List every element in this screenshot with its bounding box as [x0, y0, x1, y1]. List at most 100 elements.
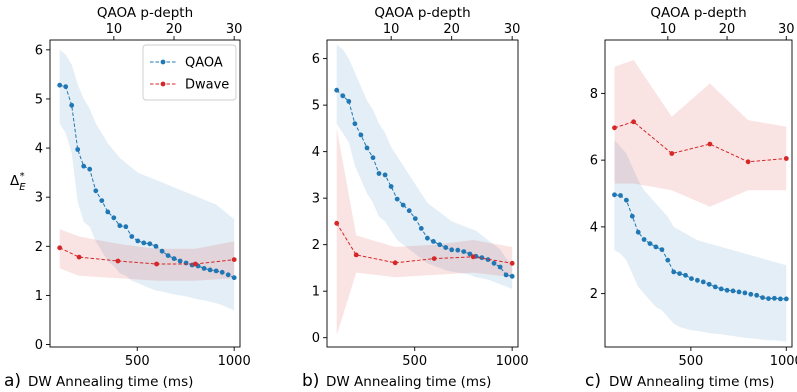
qaoa-point [635, 229, 641, 235]
dwave-point [431, 256, 437, 261]
qaoa-point [376, 171, 382, 176]
qaoa-point [364, 145, 370, 151]
qaoa-point [449, 247, 455, 253]
qaoa-point [742, 290, 748, 296]
qaoa-point [207, 267, 213, 273]
qaoa-point [225, 272, 231, 278]
qaoa-point [231, 275, 237, 281]
y-tick-label: 0 [312, 331, 320, 346]
qaoa-point [754, 292, 760, 298]
qaoa-point [736, 289, 742, 295]
x-tick-label: 1000 [218, 354, 251, 369]
dwave-line [614, 121, 787, 163]
y-tick-label: 5 [312, 99, 320, 114]
qaoa-point [689, 276, 694, 281]
qaoa-point [340, 93, 346, 99]
dwave-point [57, 245, 63, 251]
qaoa-point [183, 260, 189, 266]
qaoa-point [783, 296, 789, 302]
panel-a: 500 1000 10 20 30 0 1 2 3 4 5 6 QAOA p-depth a) DW Ann… [4, 5, 251, 391]
qaoa-point [63, 84, 69, 90]
axes-frame [49, 39, 241, 348]
y-tick-label: 6 [312, 52, 320, 67]
plot-area [57, 49, 237, 311]
qaoa-point [766, 296, 771, 301]
dwave-point [353, 252, 359, 258]
y-tick-label: 4 [312, 145, 320, 160]
qaoa-band [336, 44, 513, 289]
dwave-point [707, 141, 713, 147]
qaoa-point [412, 216, 418, 222]
qaoa-point [695, 277, 700, 283]
qaoa-point [467, 251, 473, 257]
y-tick-label: 4 [35, 142, 43, 157]
y-tick-label: 4 [590, 220, 598, 235]
qaoa-point [111, 215, 117, 221]
qaoa-point [147, 241, 153, 247]
x2-tick-label: 30 [778, 22, 795, 37]
y-tick-label: 2 [590, 287, 598, 302]
qaoa-point [165, 253, 171, 258]
dwave-line [336, 223, 513, 264]
y-tick-label: 2 [312, 238, 320, 253]
qaoa-point [93, 188, 99, 194]
x-axis-title: DW Annealing time (ms) [326, 374, 491, 390]
qaoa-point [213, 268, 219, 274]
qaoa-point [772, 295, 777, 301]
qaoa-point [647, 241, 653, 247]
qaoa-point [485, 257, 491, 262]
plot-area [334, 44, 515, 336]
qaoa-point [129, 234, 135, 239]
dwave-point [392, 260, 398, 266]
x2-tick-label: 20 [166, 22, 183, 37]
axes-frame [604, 39, 793, 348]
qaoa-point [497, 264, 503, 270]
dwave-line [59, 247, 235, 265]
plot-area [612, 60, 789, 342]
qaoa-point [418, 226, 424, 231]
qaoa-point [748, 291, 754, 297]
axes-frame [326, 39, 519, 348]
x2-tick-label: 10 [660, 22, 677, 37]
qaoa-point [352, 121, 358, 127]
dwave-point [334, 220, 340, 226]
qaoa-point [629, 213, 635, 219]
qaoa-point [117, 223, 123, 229]
qaoa-point [443, 245, 449, 250]
qaoa-point [382, 172, 388, 178]
qaoa-point [718, 286, 724, 292]
qaoa-point [624, 197, 629, 203]
dwave-point [154, 261, 160, 267]
qaoa-point [75, 147, 81, 152]
qaoa-point [778, 296, 783, 302]
qaoa-point [334, 87, 340, 93]
qaoa-point [57, 82, 63, 88]
y-tick-label: 1 [312, 285, 320, 300]
panel-letter: b) [302, 371, 319, 391]
qaoa-point [760, 295, 765, 300]
dwave-point [631, 119, 636, 125]
legend-marker [160, 81, 166, 87]
qaoa-point [135, 238, 141, 244]
y-tick-label: 3 [312, 192, 320, 207]
qaoa-point [388, 184, 394, 189]
dwave-point [115, 258, 121, 264]
dwave-point [470, 254, 476, 260]
y-tick-label: 0 [35, 338, 43, 353]
legend-label: Dwave [185, 78, 229, 93]
qaoa-point [641, 237, 647, 242]
qaoa-point [105, 209, 111, 215]
qaoa-point [400, 202, 406, 208]
qaoa-point [653, 244, 659, 250]
x2-tick-label: 10 [106, 22, 123, 37]
qaoa-point [99, 198, 105, 204]
y-tick-label: 8 [590, 87, 598, 102]
qaoa-point [87, 166, 93, 172]
y-tick-label: 6 [35, 43, 43, 58]
qaoa-point [509, 273, 515, 279]
dwave-point [193, 261, 198, 267]
qaoa-point [171, 256, 177, 261]
qaoa-point [437, 242, 443, 248]
dwave-point [231, 257, 237, 262]
dwave-point [76, 254, 82, 260]
